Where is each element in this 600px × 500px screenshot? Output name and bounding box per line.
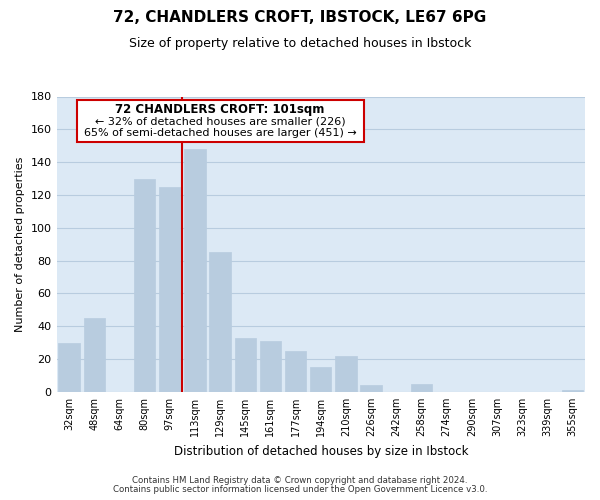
Text: Contains public sector information licensed under the Open Government Licence v3: Contains public sector information licen… xyxy=(113,485,487,494)
Text: Size of property relative to detached houses in Ibstock: Size of property relative to detached ho… xyxy=(129,38,471,51)
X-axis label: Distribution of detached houses by size in Ibstock: Distribution of detached houses by size … xyxy=(173,444,468,458)
Bar xyxy=(83,318,105,392)
Text: 72, CHANDLERS CROFT, IBSTOCK, LE67 6PG: 72, CHANDLERS CROFT, IBSTOCK, LE67 6PG xyxy=(113,10,487,25)
Bar xyxy=(134,178,155,392)
Text: Contains HM Land Registry data © Crown copyright and database right 2024.: Contains HM Land Registry data © Crown c… xyxy=(132,476,468,485)
Bar xyxy=(209,252,231,392)
Bar xyxy=(235,338,256,392)
Y-axis label: Number of detached properties: Number of detached properties xyxy=(15,156,25,332)
FancyBboxPatch shape xyxy=(77,100,364,142)
Bar xyxy=(58,342,80,392)
Bar xyxy=(260,341,281,392)
Bar xyxy=(411,384,432,392)
Bar xyxy=(562,390,583,392)
Bar xyxy=(184,149,206,392)
Bar xyxy=(159,187,181,392)
Bar xyxy=(361,386,382,392)
Text: 65% of semi-detached houses are larger (451) →: 65% of semi-detached houses are larger (… xyxy=(84,128,356,138)
Bar xyxy=(335,356,356,392)
Bar xyxy=(285,351,307,392)
Text: ← 32% of detached houses are smaller (226): ← 32% of detached houses are smaller (22… xyxy=(95,116,346,126)
Bar xyxy=(310,368,331,392)
Text: 72 CHANDLERS CROFT: 101sqm: 72 CHANDLERS CROFT: 101sqm xyxy=(115,103,325,116)
